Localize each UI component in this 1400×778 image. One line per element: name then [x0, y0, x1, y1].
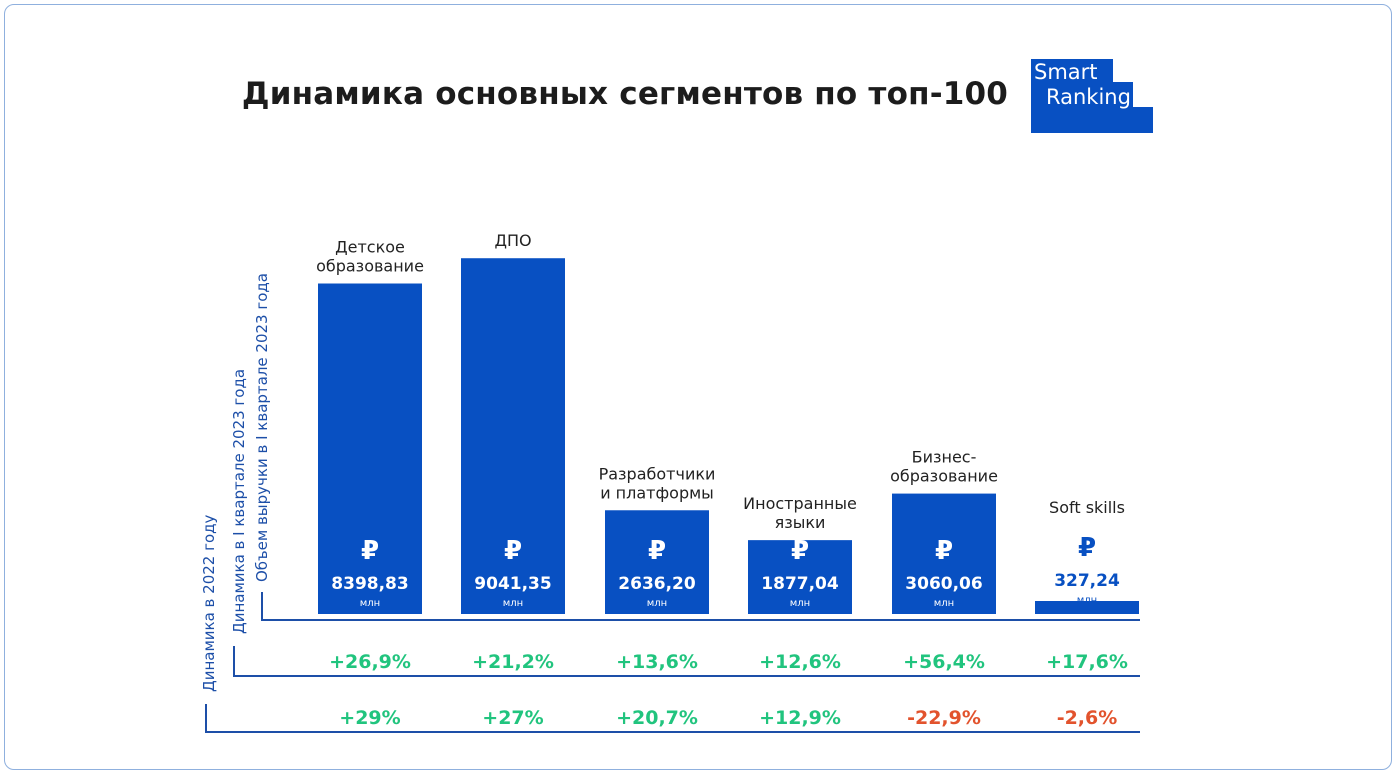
bar-3	[748, 540, 852, 614]
row-1-label: Динамика в I квартале 2023 года	[230, 369, 248, 634]
category-label: ДПО	[494, 231, 531, 250]
row-2-label: Динамика в 2022 году	[200, 514, 218, 692]
row-1-percent: +17,6%	[1046, 651, 1128, 673]
ruble-icon: ₽	[791, 536, 809, 566]
category-label: и платформы	[600, 483, 714, 502]
bar-unit-label: млн	[360, 598, 380, 609]
bar-5	[1035, 601, 1139, 614]
category-label: Soft skills	[1049, 498, 1125, 517]
bar-1	[461, 258, 565, 614]
category-label: Детское	[335, 238, 405, 257]
row-1-percent: +12,6%	[759, 651, 841, 673]
bar-unit-label: млн	[1077, 595, 1097, 606]
row-2-axis-line	[205, 704, 1140, 733]
bar-unit-label: млн	[790, 598, 810, 609]
bar-unit-label: млн	[934, 598, 954, 609]
row-1-percent: +26,9%	[329, 651, 411, 673]
row-2-percent: +27%	[482, 707, 543, 729]
category-label: языки	[775, 513, 826, 532]
logo-shape	[1031, 59, 1153, 133]
row-1-axis-line	[233, 646, 1140, 677]
bar-axis-label: Объем выручки в I квартале 2023 года	[253, 273, 271, 582]
logo-word-ranking: Ranking	[1046, 85, 1131, 109]
category-label: Разработчики	[599, 464, 716, 483]
bar-value-label: 8398,83	[331, 574, 408, 594]
bar-0	[318, 283, 422, 614]
category-label: образование	[890, 467, 998, 486]
row-2-percent: +12,9%	[759, 707, 841, 729]
row-2-percent: -22,9%	[907, 707, 981, 729]
smart-ranking-logo: Smart Ranking	[1031, 59, 1153, 133]
category-label: Бизнес-	[912, 448, 977, 467]
ruble-icon: ₽	[935, 536, 953, 566]
row-1-percent: +21,2%	[472, 651, 554, 673]
bar-value-label: 9041,35	[474, 574, 551, 594]
row-2-percent: -2,6%	[1057, 707, 1118, 729]
row-2-percent: +29%	[339, 707, 400, 729]
ruble-icon: ₽	[504, 536, 522, 566]
row-1-percent: +56,4%	[903, 651, 985, 673]
row-2-percent: +20,7%	[616, 707, 698, 729]
bar-4	[892, 493, 996, 614]
logo-word-smart: Smart	[1034, 60, 1098, 84]
ruble-icon: ₽	[648, 536, 666, 566]
bar-2	[605, 510, 709, 614]
category-label: Иностранные	[743, 494, 857, 513]
ruble-icon: ₽	[361, 536, 379, 566]
row-1-percent: +13,6%	[616, 651, 698, 673]
bar-unit-label: млн	[503, 598, 523, 609]
bar-value-label: 327,24	[1054, 571, 1120, 591]
bar-unit-label: млн	[647, 598, 667, 609]
card-frame	[4, 4, 1392, 770]
bar-value-label: 2636,20	[618, 574, 696, 594]
ruble-icon: ₽	[1078, 533, 1096, 563]
bar-value-label: 1877,04	[761, 574, 839, 594]
page-title: Динамика основных сегментов по топ-100	[241, 76, 1009, 112]
bar-axis-line	[261, 592, 1140, 621]
category-label: образование	[316, 257, 424, 276]
bar-value-label: 3060,06	[905, 574, 982, 594]
